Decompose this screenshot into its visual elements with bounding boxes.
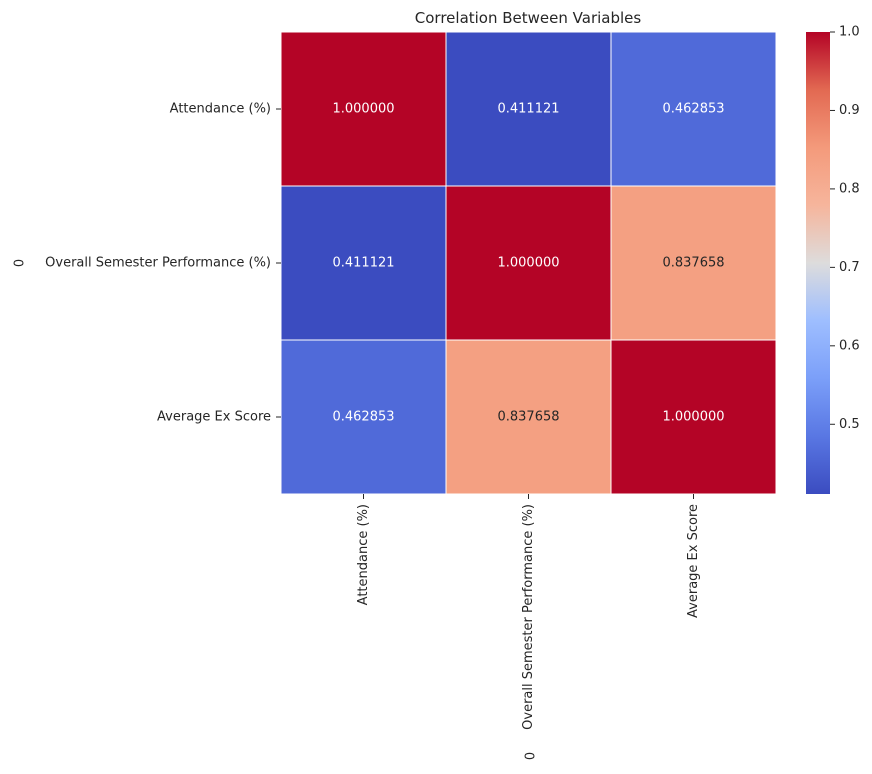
colorbar-tick-label: 0.9 [839,103,860,118]
x-tick-label: Average Ex Score [686,504,701,618]
heatmap-cell [445,339,612,495]
cell-value-label: 1.000000 [497,256,559,271]
heatmap-cell [280,31,447,187]
colorbar-tick-label: 1.0 [839,25,860,40]
cell-value-label: 0.837658 [497,410,559,425]
x-axis-label: 0 [524,752,539,760]
y-tick-label: Average Ex Score [157,410,271,425]
colorbar [806,32,830,494]
cell-value-label: 0.837658 [662,256,724,271]
y-tick-label: Overall Semester Performance (%) [45,256,271,271]
colorbar-ticks: 0.5 0.6 0.7 0.8 0.9 1.0 [830,25,860,432]
heatmap-cell [280,339,447,495]
cell-value-label: 0.411121 [497,102,559,117]
chart-title: Correlation Between Variables [415,9,642,27]
colorbar-tick-label: 0.5 [839,417,860,432]
heatmap-cells [280,31,777,495]
cell-value-label: 0.411121 [332,256,394,271]
cell-value-label: 0.462853 [332,410,394,425]
colorbar-tick-label: 0.8 [839,181,860,196]
y-tick-label: Attendance (%) [170,102,271,117]
cell-value-label: 1.000000 [662,410,724,425]
y-axis-label: 0 [13,259,28,267]
y-tick-labels: Attendance (%) Overall Semester Performan… [45,102,281,425]
heatmap-cell [280,185,447,341]
x-tick-label: Attendance (%) [356,504,371,605]
cell-value-label: 1.000000 [332,102,394,117]
colorbar-tick-label: 0.6 [839,338,860,353]
heatmap-cell [610,185,777,341]
cell-value-label: 0.462853 [662,102,724,117]
heatmap-cell [610,31,777,187]
heatmap-cell [445,31,612,187]
heatmap-cell [445,185,612,341]
heatmap-cell-labels: 1.000000 0.411121 0.462853 0.411121 1.000000… [332,102,724,425]
colorbar-tick-label: 0.7 [839,260,860,275]
x-tick-labels: Attendance (%) Overall Semester Performan… [356,494,701,730]
x-tick-label: Overall Semester Performance (%) [521,504,536,730]
